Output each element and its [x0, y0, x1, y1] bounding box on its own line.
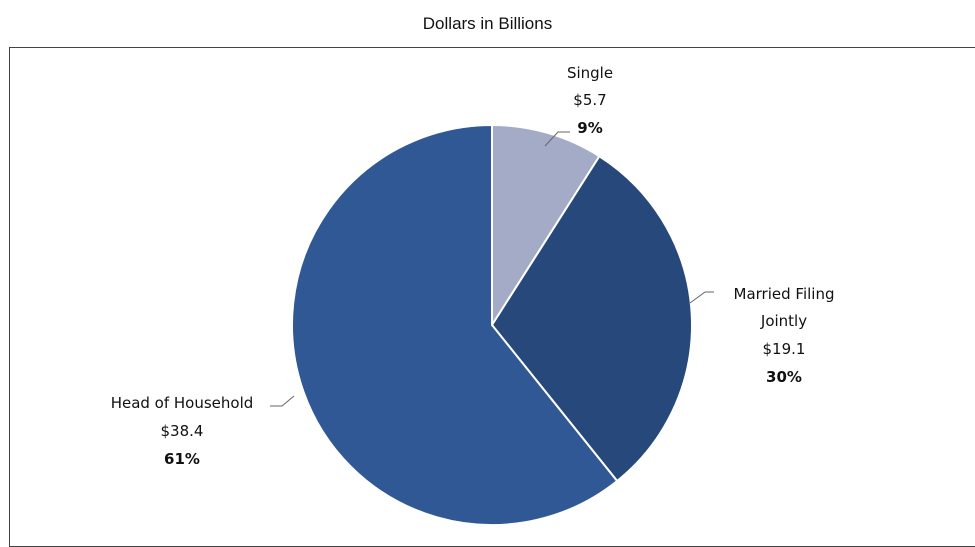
leader-line-head-of-household [270, 395, 295, 407]
slice-value-head: $38.4 [161, 422, 204, 440]
slice-percent-married: 30% [766, 368, 802, 386]
pie-slice-married-filing-jointly [490, 154, 693, 483]
slice-label-single: Single [567, 64, 613, 82]
label-married-filing-jointly: Married Filing Jointly $19.1 30% [734, 285, 835, 386]
leader-lines [270, 131, 714, 407]
leader-line-married-filing-jointly [689, 291, 714, 304]
label-single: Single $5.7 9% [567, 64, 613, 137]
chart-title: Dollars in Billions [422, 14, 553, 33]
slice-value-married: $19.1 [763, 340, 806, 358]
pie-slice-single [491, 123, 601, 329]
slice-label-head: Head of Household [111, 394, 254, 412]
pie-slices [291, 123, 693, 526]
pie-slice-head-of-household [291, 123, 619, 526]
leader-line-single [544, 131, 570, 147]
label-head-of-household: Head of Household $38.4 61% [111, 394, 254, 468]
slice-percent-single: 9% [577, 119, 602, 137]
slice-value-single: $5.7 [573, 91, 606, 109]
slice-label-married-line2: Jointly [760, 312, 807, 330]
slice-percent-head: 61% [164, 450, 200, 468]
slice-label-married-line1: Married Filing [734, 285, 835, 303]
